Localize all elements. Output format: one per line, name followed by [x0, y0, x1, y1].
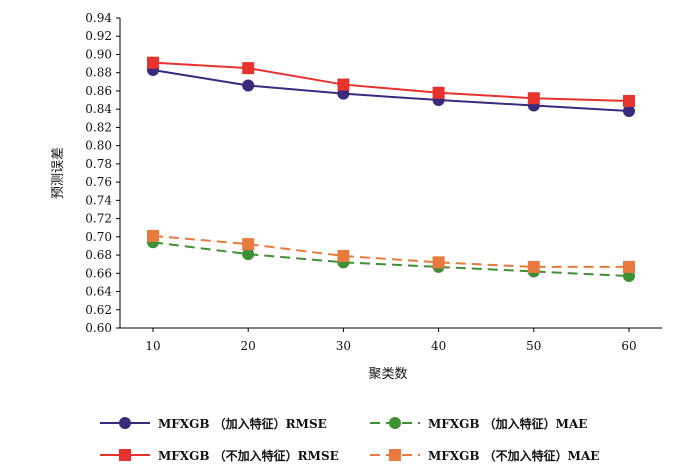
legend-label: MFXGB （不加入特征）MAE — [428, 448, 599, 463]
data-point — [242, 62, 255, 75]
y-tick-label: 0.66 — [85, 266, 112, 280]
series-0 — [147, 63, 635, 117]
x-tick-label: 40 — [431, 339, 446, 353]
x-tick-label: 50 — [526, 339, 541, 353]
x-tick-label: 60 — [621, 339, 636, 353]
y-tick-label: 0.62 — [85, 303, 112, 317]
legend-label: MFXGB （加入特征）MAE — [428, 416, 587, 431]
y-tick-label: 0.86 — [85, 84, 112, 98]
y-axis-label: 预测误差 — [51, 147, 66, 199]
y-tick-label: 0.78 — [85, 157, 112, 171]
data-point — [242, 248, 255, 261]
x-tick-label: 10 — [145, 339, 160, 353]
series-3 — [147, 229, 635, 273]
legend-item: MFXGB （不加入特征）RMSE — [100, 448, 339, 463]
data-point — [527, 92, 540, 105]
y-tick-label: 0.74 — [85, 193, 112, 207]
x-axis-label: 聚类数 — [368, 367, 407, 382]
data-point — [242, 238, 255, 251]
data-point — [337, 249, 350, 262]
data-point — [147, 229, 159, 242]
legend-label: MFXGB （加入特征）RMSE — [158, 416, 327, 431]
y-tick-label: 0.82 — [85, 120, 112, 134]
data-point — [147, 56, 159, 69]
data-point — [623, 270, 635, 283]
y-tick-label: 0.64 — [85, 285, 112, 299]
x-tick-label: 20 — [241, 339, 256, 353]
legend-item: MFXGB （加入特征）MAE — [370, 416, 587, 431]
y-tick-label: 0.80 — [85, 139, 112, 153]
data-point — [623, 105, 635, 117]
data-point — [337, 78, 350, 91]
y-tick-label: 0.68 — [85, 248, 112, 262]
data-point — [119, 449, 131, 461]
data-point — [242, 79, 255, 92]
series-1 — [147, 236, 635, 283]
y-tick-label: 0.60 — [85, 321, 112, 335]
legend-item: MFXGB （不加入特征）MAE — [370, 448, 599, 463]
series-line — [152, 68, 630, 112]
data-point — [623, 94, 635, 107]
legend-item: MFXGB （加入特征）RMSE — [100, 416, 327, 431]
data-point — [432, 86, 445, 99]
y-tick-label: 0.88 — [85, 66, 112, 80]
y-tick-label: 0.84 — [85, 102, 112, 116]
series-line — [152, 241, 630, 278]
data-point — [527, 260, 540, 273]
x-tick-label: 30 — [336, 339, 351, 353]
data-point — [432, 256, 445, 269]
series-line — [152, 61, 630, 102]
y-tick-label: 0.70 — [85, 230, 112, 244]
y-tick-label: 0.76 — [85, 175, 112, 189]
series-2 — [147, 56, 635, 107]
data-point — [389, 449, 401, 461]
data-point — [119, 417, 131, 429]
data-point — [389, 417, 401, 429]
data-point — [337, 87, 350, 100]
y-tick-label: 0.94 — [85, 11, 112, 25]
y-tick-label: 0.92 — [85, 29, 112, 43]
data-point — [623, 260, 635, 273]
y-tick-label: 0.90 — [85, 47, 112, 61]
y-tick-label: 0.72 — [85, 212, 112, 226]
legend-label: MFXGB （不加入特征）RMSE — [158, 448, 339, 463]
